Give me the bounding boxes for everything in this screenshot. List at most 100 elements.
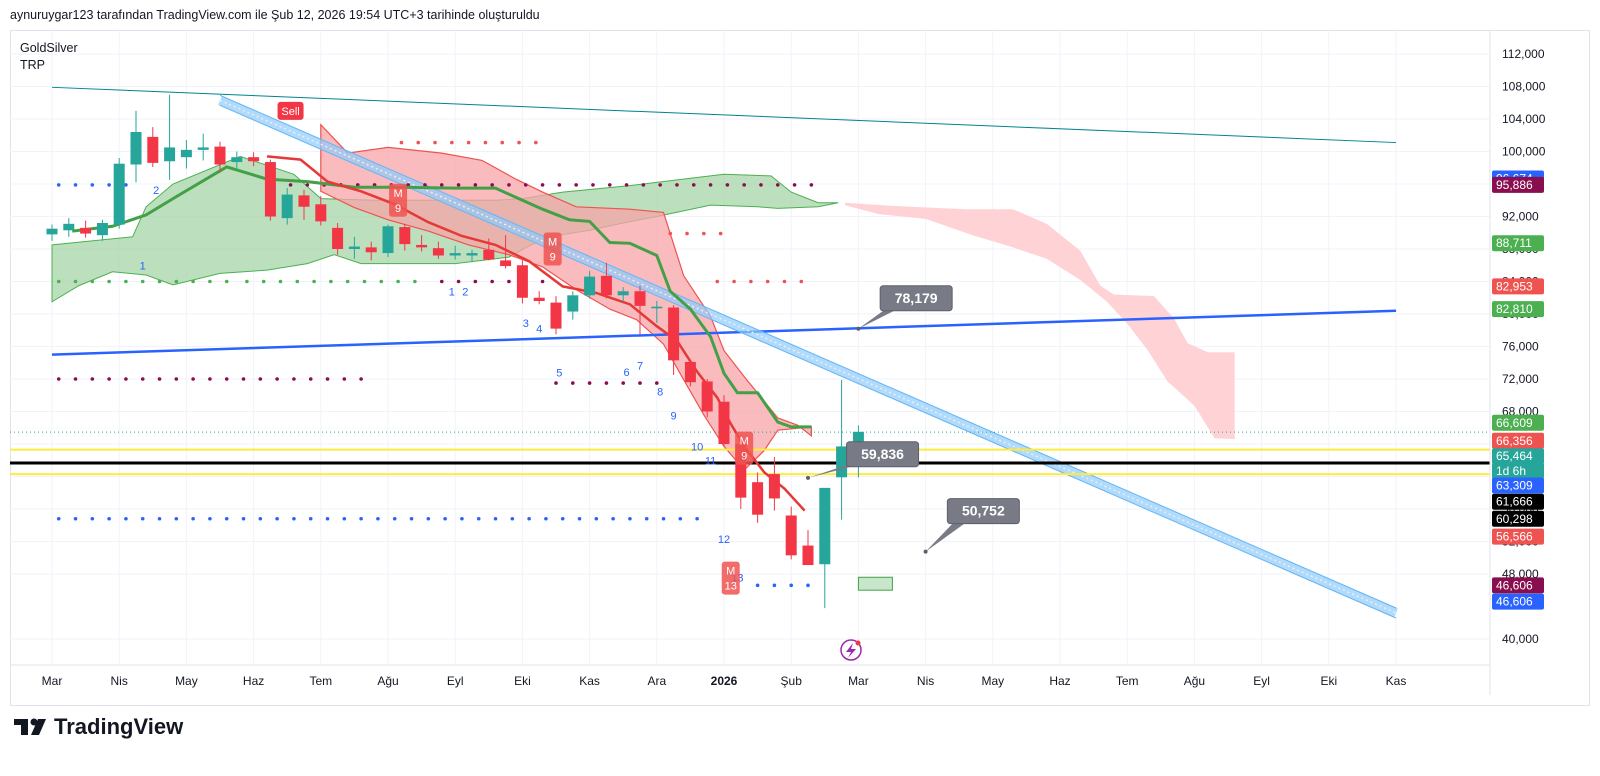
marker-label: Sell (281, 106, 299, 118)
dot (789, 583, 793, 588)
price-tag-label: 63,309 (1496, 478, 1533, 492)
candle-body (600, 275, 612, 296)
price-tag-label: 88,711 (1496, 236, 1532, 250)
candle-body (533, 297, 545, 301)
dot-row (56, 279, 229, 284)
marker-label: 9 (741, 451, 747, 463)
price-tag-box (1492, 235, 1544, 252)
candle (483, 238, 495, 261)
candle-body (449, 253, 461, 256)
x-tick-label: Tem (1116, 674, 1139, 688)
dot (473, 279, 478, 284)
callout-box (846, 441, 920, 468)
dot (765, 279, 770, 284)
dot-row (56, 377, 363, 381)
dot (655, 381, 659, 385)
dot (493, 516, 498, 521)
dot (571, 381, 575, 385)
plot-area: 1212345678910111213SellM9M9M9M1378,17959… (10, 31, 1490, 665)
candle-body (164, 147, 176, 162)
dot (157, 516, 162, 521)
dot (308, 377, 313, 381)
candle (147, 127, 159, 167)
dot (759, 183, 763, 187)
sell-band-red (320, 123, 813, 471)
candle (684, 360, 696, 387)
price-tag-label: 60,298 (1496, 512, 1533, 526)
dot (782, 279, 787, 284)
dot (806, 583, 810, 588)
x-tick-label: May (175, 674, 198, 688)
y-tick-label: 104,000 (1502, 112, 1546, 126)
candle-body (315, 204, 327, 222)
callout-anchor-dot (923, 549, 928, 554)
dot (574, 183, 578, 187)
dot (560, 516, 565, 521)
sell-marker: Sell (277, 101, 304, 120)
dot (607, 183, 612, 187)
price-callout: 59,836 (806, 441, 920, 480)
candle (130, 110, 142, 183)
channel-hatch (219, 99, 1397, 614)
candle (80, 220, 92, 238)
dot (715, 279, 720, 284)
dot (439, 183, 444, 187)
dot (191, 279, 195, 284)
dot (624, 183, 629, 187)
dot (433, 140, 437, 145)
dot (312, 279, 316, 284)
m9-marker: M9 (735, 431, 754, 465)
dot (325, 377, 330, 381)
candle-body (701, 381, 713, 412)
candle-body (147, 136, 159, 163)
candle (63, 218, 75, 237)
trendline-top-teal (51, 86, 1397, 144)
sequence-count-label: 7 (637, 360, 643, 372)
dot-row (755, 583, 810, 588)
dot (792, 183, 797, 187)
marker-label: 9 (395, 203, 401, 215)
candle-body (752, 482, 764, 515)
dot (191, 516, 195, 521)
dot (107, 183, 111, 187)
price-axis-tag: 65,464 (1492, 448, 1544, 465)
dot (379, 279, 384, 284)
dot (587, 381, 592, 385)
price-tag-label: 46,606 (1496, 578, 1533, 592)
candle (113, 158, 125, 229)
candle-body (365, 247, 377, 253)
x-tick-label: Ağu (377, 674, 398, 688)
m9-marker: M 13 (721, 561, 740, 595)
dot (325, 516, 330, 521)
price-tag-label: 61,666 (1496, 495, 1533, 509)
dot (359, 516, 363, 521)
candle-body (180, 149, 192, 158)
sequence-count-label: 12 (718, 534, 730, 546)
marker-label: M (393, 188, 402, 200)
dot (490, 279, 494, 284)
candle-body (130, 132, 142, 165)
y-tick-label: 108,000 (1502, 80, 1546, 94)
dot (577, 516, 582, 521)
dot (691, 183, 696, 187)
dot-row (715, 279, 804, 284)
dot (245, 279, 249, 284)
dot (732, 279, 736, 284)
tradingview-logo[interactable]: TradingView (12, 714, 183, 740)
candle-body (63, 223, 75, 231)
dot-row (56, 183, 128, 187)
dot (359, 377, 363, 381)
dot (678, 516, 683, 521)
dot (191, 377, 195, 381)
x-tick-label: Kas (579, 674, 600, 688)
callout-pointer (808, 461, 871, 478)
dot (628, 516, 632, 521)
candle (768, 457, 780, 511)
dot (658, 183, 662, 187)
price-tag-label: 66,609 (1496, 416, 1533, 430)
callout-box (946, 498, 1020, 525)
x-tick-label: May (981, 674, 1004, 688)
candle-body (46, 228, 58, 235)
candle-body (668, 307, 680, 361)
